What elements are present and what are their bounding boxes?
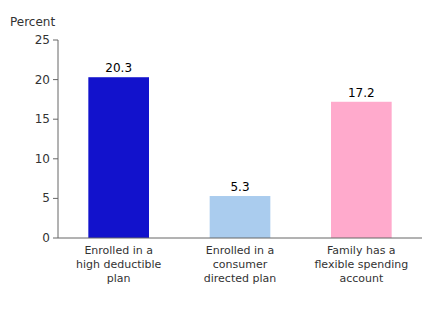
y-tick-label: 10 (35, 152, 50, 166)
y-tick-label: 15 (35, 112, 50, 126)
bar (88, 77, 149, 238)
y-tick-label: 20 (35, 73, 50, 87)
y-tick (53, 238, 58, 239)
y-tick-label: 0 (42, 231, 50, 245)
bars (88, 77, 391, 238)
bar (331, 102, 392, 238)
y-tick-label: 5 (42, 191, 50, 205)
chart-container: 20.3 5.3 17.2 0 5 10 15 20 25 Enrolled in ahigh d… (0, 0, 440, 330)
x-axis-line (58, 238, 422, 239)
y-tick-label: 25 (35, 33, 50, 47)
y-axis-line (58, 40, 59, 238)
x-tick-label: Family has aflexible spendingaccount (314, 244, 408, 285)
x-tick-label: Enrolled in ahigh deductibleplan (76, 244, 162, 285)
data-label: 5.3 (230, 180, 249, 194)
x-tick-label: Enrolled in aconsumerdirected plan (204, 244, 276, 285)
y-tick (53, 198, 58, 199)
y-tick (53, 119, 58, 120)
bar (210, 196, 271, 238)
y-axis-label: Percent (10, 15, 55, 29)
data-label: 20.3 (105, 61, 132, 75)
chart: 20.3 5.3 17.2 0 5 10 15 20 25 Enrolled in ahigh d… (0, 0, 440, 330)
y-tick (53, 40, 58, 41)
data-label: 17.2 (348, 86, 375, 100)
y-tick (53, 158, 58, 159)
y-tick (53, 79, 58, 80)
